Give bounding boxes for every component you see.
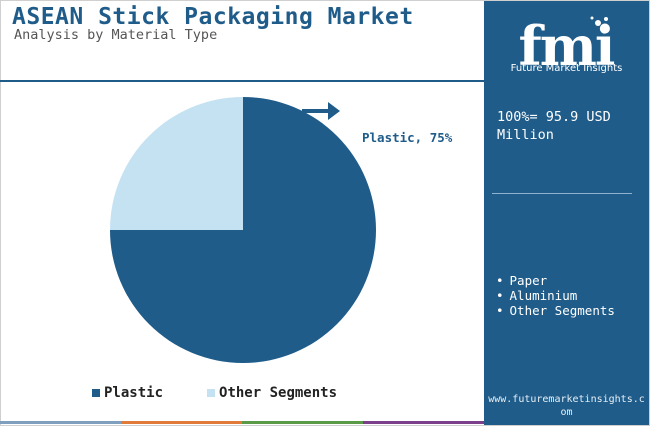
legend-label-plastic: Plastic [104, 385, 164, 401]
bottom-color-bar [0, 421, 484, 424]
segment-list: • Paper • Aluminium • Other Segments [496, 273, 615, 318]
bottom-bar-segment [0, 421, 121, 424]
market-size-value: 100%= 95.9 USD Million [497, 109, 611, 143]
logo-name: Future Market Insights [510, 63, 623, 74]
chart-title: ASEAN Stick Packaging Market [12, 4, 414, 30]
legend-item-other-segments: Other Segments [207, 385, 337, 401]
fmi-logo-icon: fmi [519, 14, 617, 78]
segment-item: • Paper [496, 273, 548, 288]
bottom-bar-segment [121, 421, 242, 424]
pie-chart: Plastic, 75% [110, 97, 453, 363]
panel-divider [492, 193, 632, 194]
logo-letters: fmi [519, 14, 615, 78]
header-divider [0, 80, 484, 82]
legend: Plastic Other Segments [92, 385, 337, 401]
bottom-bar-segment [363, 421, 484, 424]
legend-item-plastic: Plastic [92, 385, 163, 401]
legend-swatch-plastic [92, 389, 100, 397]
pie-slices [110, 97, 376, 363]
chart-subtitle: Analysis by Material Type [14, 27, 218, 43]
legend-label-other-segments: Other Segments [219, 385, 338, 401]
data-label-plastic: Plastic, 75% [362, 130, 453, 145]
pie-slice-other-segments [110, 97, 243, 230]
segment-item: • Aluminium [496, 288, 578, 303]
info-panel: fmi Future Market Insights 100%= 95.9 US… [484, 1, 649, 425]
bottom-bar-segment [242, 421, 363, 424]
segment-item: • Other Segments [496, 303, 615, 318]
legend-swatch-other-segments [207, 389, 216, 397]
callout-arrow [302, 102, 340, 120]
website-link[interactable]: www.futuremarketinsights.com [488, 394, 645, 418]
